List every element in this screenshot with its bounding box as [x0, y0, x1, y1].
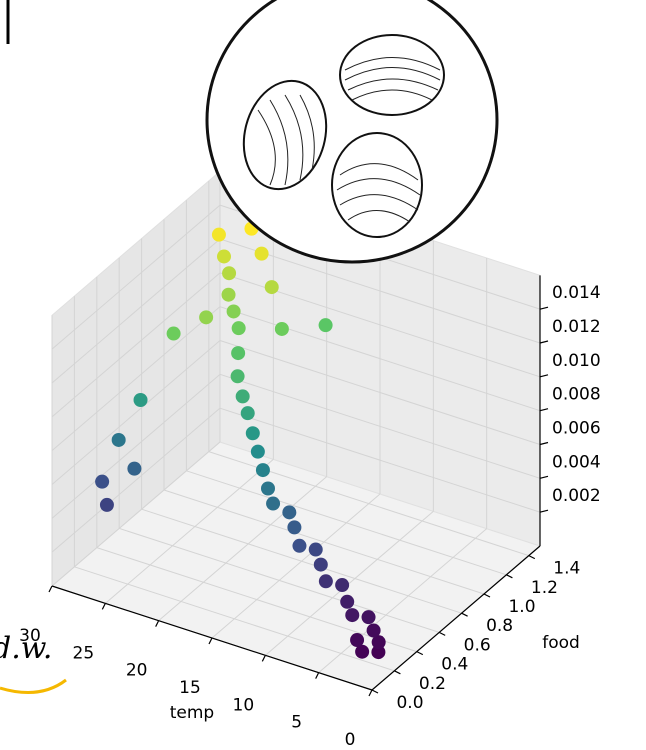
y-tick-label: 0.8: [486, 616, 513, 636]
tick-mark: [540, 341, 548, 343]
data-point: [335, 578, 349, 592]
tick-mark: [102, 603, 105, 609]
data-point: [367, 623, 381, 637]
tick-mark: [209, 638, 212, 644]
data-point: [251, 445, 265, 459]
plot-area: 3025201510500.00.20.40.60.81.01.21.40.00…: [19, 171, 600, 750]
x-tick-label: 10: [233, 695, 255, 715]
x-axis-label: temp: [170, 703, 214, 723]
data-point: [167, 327, 181, 341]
data-point: [127, 462, 141, 476]
tick-mark: [540, 375, 548, 377]
tick-mark: [462, 613, 468, 616]
tick-mark: [540, 442, 548, 444]
tick-mark: [529, 556, 535, 559]
tick-mark: [316, 673, 319, 679]
data-point: [217, 249, 231, 263]
data-point: [282, 505, 296, 519]
tick-mark: [540, 307, 548, 309]
data-point: [222, 266, 236, 280]
data-point: [227, 304, 241, 318]
data-point: [255, 247, 269, 261]
tick-mark: [540, 476, 548, 478]
z-tick-label: 0.010: [552, 351, 601, 371]
data-point: [350, 633, 364, 647]
y-tick-label: 1.2: [531, 578, 558, 598]
data-point: [231, 369, 245, 383]
data-point: [222, 288, 236, 302]
data-point: [345, 608, 359, 622]
x-tick-label: 20: [126, 661, 148, 681]
y-axis-label: food: [542, 633, 580, 653]
z-tick-label: 0.002: [552, 486, 601, 506]
tick-mark: [540, 510, 548, 512]
data-point: [246, 426, 260, 440]
data-point: [261, 481, 275, 495]
z-tick-label: 0.004: [552, 452, 601, 472]
data-point: [112, 433, 126, 447]
data-point: [275, 322, 289, 336]
chart: 3025201510500.00.20.40.60.81.01.21.40.00…: [0, 0, 646, 750]
tick-mark: [484, 594, 490, 597]
tick-mark: [369, 690, 372, 696]
data-point: [287, 520, 301, 534]
y-tick-label: 0.0: [396, 693, 423, 713]
y-tick-label: 0.4: [441, 655, 468, 675]
y-tick-label: 1.4: [553, 559, 580, 579]
data-point: [199, 310, 213, 324]
tick-mark: [49, 586, 52, 592]
data-point: [362, 610, 376, 624]
data-point: [212, 228, 226, 242]
data-point: [319, 318, 333, 332]
data-point: [319, 574, 333, 588]
tick-mark: [394, 671, 400, 674]
data-point: [314, 558, 328, 572]
data-point: [266, 497, 280, 511]
data-point: [95, 475, 109, 489]
data-point: [256, 463, 270, 477]
tick-mark: [540, 409, 548, 411]
data-point: [241, 406, 255, 420]
data-point: [231, 346, 245, 360]
data-point: [340, 595, 354, 609]
x-tick-label: 5: [291, 713, 302, 733]
tick-mark: [156, 621, 159, 627]
annotation: d.w.: [0, 631, 52, 666]
z-tick-label: 0.014: [552, 283, 601, 303]
underline: [0, 680, 66, 693]
data-point: [265, 280, 279, 294]
x-tick-label: 25: [73, 643, 95, 663]
data-point: [232, 321, 246, 335]
tick-mark: [417, 652, 423, 655]
tick-mark: [506, 575, 512, 578]
data-point: [309, 543, 323, 557]
data-point: [100, 498, 114, 512]
x-tick-label: 0: [345, 730, 356, 750]
y-tick-label: 1.0: [508, 597, 535, 617]
y-tick-label: 0.2: [419, 674, 446, 694]
data-point: [236, 389, 250, 403]
z-tick-label: 0.012: [552, 317, 601, 337]
z-tick-label: 0.006: [552, 418, 601, 438]
page: 3025201510500.00.20.40.60.81.01.21.40.00…: [0, 0, 646, 750]
tick-mark: [262, 655, 265, 661]
y-tick-label: 0.6: [464, 635, 491, 655]
tick-mark: [439, 632, 445, 635]
data-point: [134, 393, 148, 407]
z-tick-label: 0.008: [552, 385, 601, 405]
data-point: [292, 539, 306, 553]
tick-mark: [372, 690, 378, 693]
clam-illustration: [207, 0, 497, 262]
x-tick-label: 15: [179, 678, 201, 698]
